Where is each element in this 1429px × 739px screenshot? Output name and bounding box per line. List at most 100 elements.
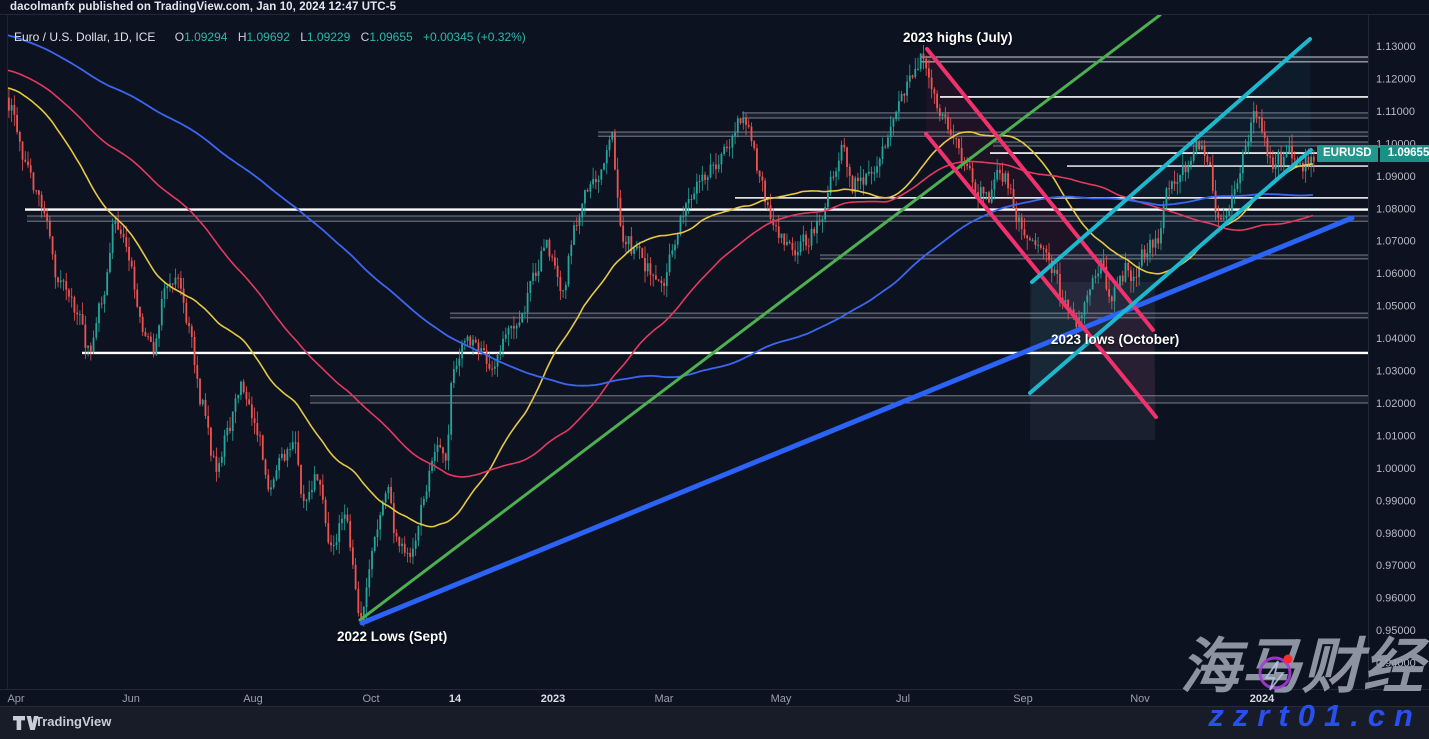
time-axis[interactable]: Apr Jun Aug Oct 14 2023 Mar May Jul Sep Nov 2024 bbox=[7, 693, 1275, 705]
candle-body bbox=[305, 499, 308, 501]
candle-body bbox=[775, 225, 777, 227]
candle-body bbox=[1160, 228, 1162, 244]
cyan-uptrend-channel-upper[interactable] bbox=[1030, 37, 1312, 284]
candle-body bbox=[253, 418, 256, 424]
trendlines bbox=[358, 15, 1355, 626]
candle-body bbox=[805, 234, 807, 246]
sr-band bbox=[742, 112, 1368, 119]
candle-body bbox=[938, 108, 941, 117]
price-tick-label: 0.97000 bbox=[1376, 560, 1416, 572]
candle-body bbox=[1312, 156, 1315, 162]
price-tick-label: 1.12000 bbox=[1376, 73, 1416, 85]
pink-downtrend-channel-upper[interactable] bbox=[925, 47, 1155, 332]
candle-body bbox=[854, 177, 857, 193]
candle-body bbox=[485, 350, 488, 364]
candle-body bbox=[605, 150, 608, 164]
candle-body bbox=[1293, 158, 1296, 160]
candle-body bbox=[843, 144, 846, 148]
candle-body bbox=[624, 241, 627, 245]
price-axis[interactable]: 1.130001.120001.110001.100001.090001.080… bbox=[1376, 41, 1416, 670]
candle-body bbox=[1102, 259, 1105, 267]
candle-body bbox=[554, 257, 556, 266]
candle-body bbox=[144, 331, 147, 337]
candle-body bbox=[210, 427, 212, 456]
candle-body bbox=[302, 493, 305, 501]
time-tick-label: 14 bbox=[449, 693, 462, 705]
candle-body bbox=[1184, 165, 1187, 173]
candle-body bbox=[401, 543, 403, 547]
candle-body bbox=[1094, 276, 1097, 278]
candle-body bbox=[1206, 155, 1209, 163]
candle-body bbox=[149, 336, 152, 342]
candle-body bbox=[908, 75, 911, 82]
candle-body bbox=[160, 298, 163, 326]
candle-body bbox=[644, 257, 646, 272]
candle-body bbox=[971, 168, 974, 183]
candle-body bbox=[1211, 165, 1214, 191]
candle-body bbox=[780, 233, 783, 238]
tradingview-logo-icon[interactable] bbox=[11, 713, 45, 737]
candle-body bbox=[433, 451, 436, 461]
candle-body bbox=[1250, 122, 1252, 143]
candle-body bbox=[873, 172, 876, 174]
candle-body bbox=[682, 216, 685, 218]
candle-body bbox=[764, 180, 767, 203]
candle-body bbox=[848, 167, 851, 176]
candle-body bbox=[199, 378, 201, 405]
candle-body bbox=[291, 442, 294, 449]
close-value: 1.09655 bbox=[369, 30, 413, 44]
candle-body bbox=[827, 193, 829, 208]
candle-body bbox=[1020, 217, 1023, 230]
low-value: 1.09229 bbox=[306, 30, 351, 44]
candle-body bbox=[897, 101, 900, 112]
candle-body bbox=[1064, 299, 1067, 303]
candle-body bbox=[1105, 266, 1108, 290]
uptrend-from-2022-lows-blue[interactable] bbox=[359, 215, 1355, 626]
candle-body bbox=[1029, 238, 1031, 241]
candle-body bbox=[458, 358, 461, 366]
uptrend-from-2022-lows-green[interactable] bbox=[358, 15, 1162, 622]
candle-body bbox=[158, 325, 160, 339]
candle-body bbox=[111, 224, 114, 253]
candle-body bbox=[1310, 156, 1313, 166]
candle-body bbox=[1231, 194, 1233, 211]
price-tick-label: 1.03000 bbox=[1376, 366, 1416, 378]
price-tick-label: 0.94000 bbox=[1376, 658, 1416, 670]
candle-body bbox=[824, 207, 827, 220]
candle-body bbox=[1110, 296, 1113, 302]
candle-body bbox=[29, 165, 32, 173]
candle-body bbox=[1269, 156, 1272, 158]
candle-body bbox=[507, 328, 510, 335]
candle-body bbox=[1239, 173, 1242, 184]
candle-body bbox=[518, 322, 521, 326]
candle-body bbox=[955, 138, 958, 140]
candle-body bbox=[988, 192, 990, 203]
candle-body bbox=[603, 163, 605, 170]
candle-body bbox=[169, 283, 171, 286]
candle-body bbox=[281, 453, 283, 458]
candle-body bbox=[1026, 235, 1029, 239]
annotation-2022-lows: 2022 Lows (Sept) bbox=[337, 629, 448, 644]
candle-body bbox=[745, 118, 747, 125]
candle-body bbox=[499, 350, 502, 355]
candle-body bbox=[444, 453, 447, 461]
candle-body bbox=[398, 536, 401, 547]
candle-body bbox=[1140, 249, 1143, 266]
candle-body bbox=[330, 542, 332, 546]
candle-body bbox=[379, 515, 382, 530]
candle-body bbox=[103, 294, 106, 304]
candle-body bbox=[998, 169, 1001, 174]
candle-body bbox=[469, 336, 472, 346]
cyan-uptrend-channel-lower[interactable] bbox=[1028, 148, 1313, 395]
tradingview-brand-text[interactable]: TradingView bbox=[35, 714, 112, 729]
candle-body bbox=[1149, 239, 1151, 254]
candle-body bbox=[1179, 175, 1181, 183]
symbol-legend[interactable]: Euro / U.S. Dollar, 1D, ICE O1.09294 H1.… bbox=[14, 30, 526, 44]
annotation-2023-highs: 2023 highs (July) bbox=[903, 30, 1013, 45]
candle-body bbox=[488, 363, 491, 369]
candle-body bbox=[892, 119, 895, 127]
candle-body bbox=[316, 474, 319, 481]
watermark-logo-icon bbox=[1258, 654, 1293, 691]
candle-body bbox=[723, 146, 726, 154]
